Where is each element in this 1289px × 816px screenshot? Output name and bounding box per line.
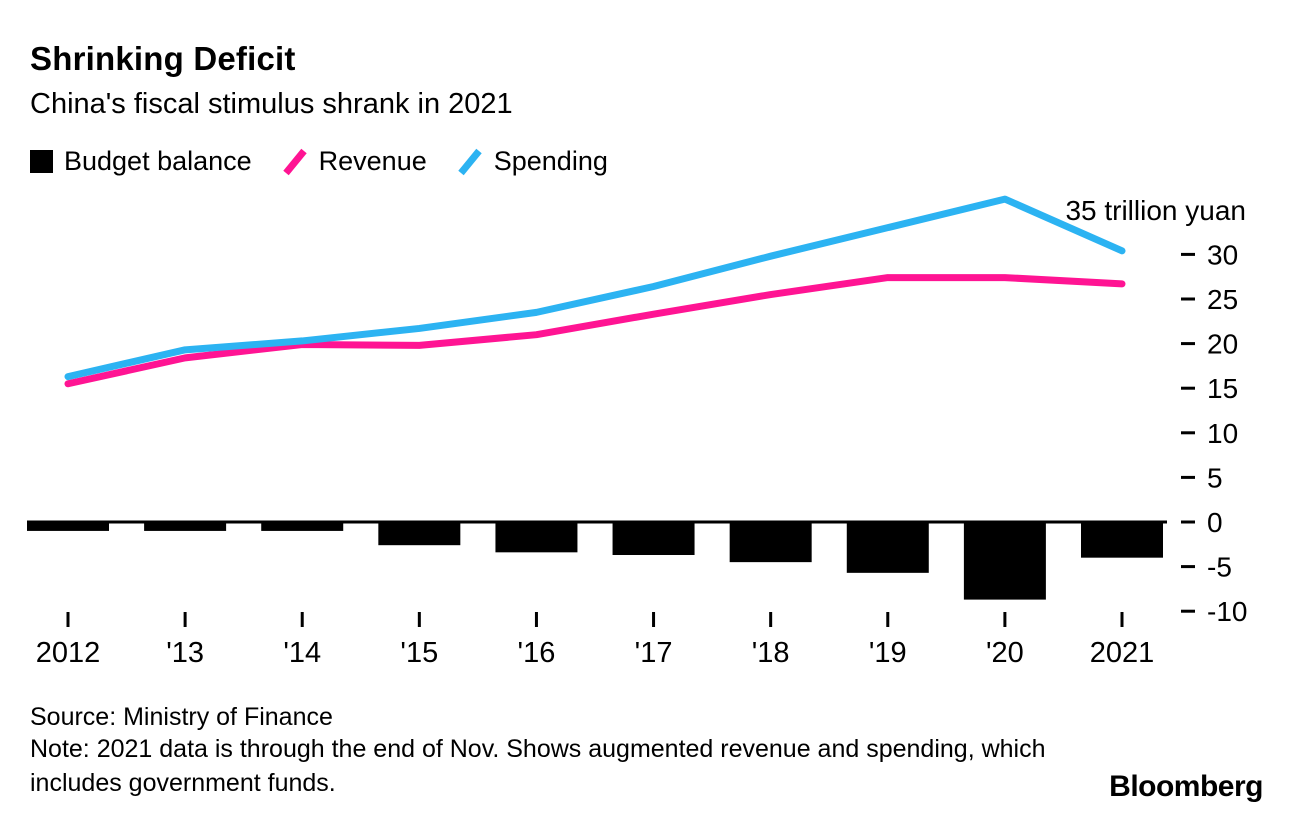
x-tick-label: '20 — [986, 637, 1024, 669]
bar-20 — [963, 522, 1046, 600]
y-tick-label: 5 — [1207, 462, 1223, 493]
bloomberg-logo: Bloomberg — [1109, 770, 1263, 803]
spending-slash-icon — [457, 148, 483, 176]
bar-18 — [729, 522, 812, 563]
chart-subtitle: China's fiscal stimulus shrank in 2021 — [30, 88, 513, 120]
footnote: Note: 2021 data is through the end of No… — [30, 735, 1046, 797]
revenue-slash-icon — [282, 148, 308, 176]
y-tick-label: 20 — [1207, 329, 1238, 360]
x-tick-label: '13 — [166, 637, 204, 669]
legend-item-spending: Spending — [457, 146, 608, 177]
bar-2021 — [1081, 522, 1163, 558]
legend-item-revenue: Revenue — [282, 146, 427, 177]
source-note: Source: Ministry of Finance — [30, 703, 333, 731]
x-tick-label: 2021 — [1090, 637, 1155, 669]
y-tick-label: 0 — [1207, 507, 1223, 538]
bar-16 — [495, 522, 578, 553]
y-tick-label: -5 — [1207, 552, 1232, 583]
bar-17 — [612, 522, 695, 556]
x-tick-label: '18 — [752, 637, 790, 669]
legend-label: Revenue — [318, 146, 427, 176]
legend-item-budget-balance: Budget balance — [30, 146, 252, 177]
x-tick-label: '19 — [869, 637, 907, 669]
bar-14 — [261, 522, 344, 531]
x-tick-label: '17 — [635, 637, 673, 669]
legend-label: Budget balance — [64, 146, 252, 176]
budget-balance-swatch-icon — [30, 150, 53, 173]
y-tick-label: 10 — [1207, 418, 1238, 449]
y-tick-label: 15 — [1207, 373, 1238, 404]
legend: Budget balance Revenue Spending — [30, 146, 608, 177]
bar-19 — [846, 522, 929, 573]
x-tick-label: 2012 — [36, 637, 101, 669]
line-revenue — [64, 274, 1126, 388]
bar-13 — [144, 522, 227, 531]
bar-2012 — [27, 522, 109, 531]
y-tick-label: 30 — [1207, 239, 1238, 270]
y-tick-label: -10 — [1207, 596, 1247, 627]
bar-15 — [378, 522, 461, 546]
x-tick-label: '15 — [400, 637, 438, 669]
x-tick-label: '14 — [283, 637, 321, 669]
legend-label: Spending — [493, 146, 608, 176]
line-spending — [64, 195, 1126, 381]
x-tick-label: '16 — [518, 637, 556, 669]
page-title: Shrinking Deficit — [30, 40, 296, 77]
y-tick-label: 25 — [1207, 284, 1238, 315]
unit-label: 35 trillion yuan — [1065, 195, 1246, 226]
